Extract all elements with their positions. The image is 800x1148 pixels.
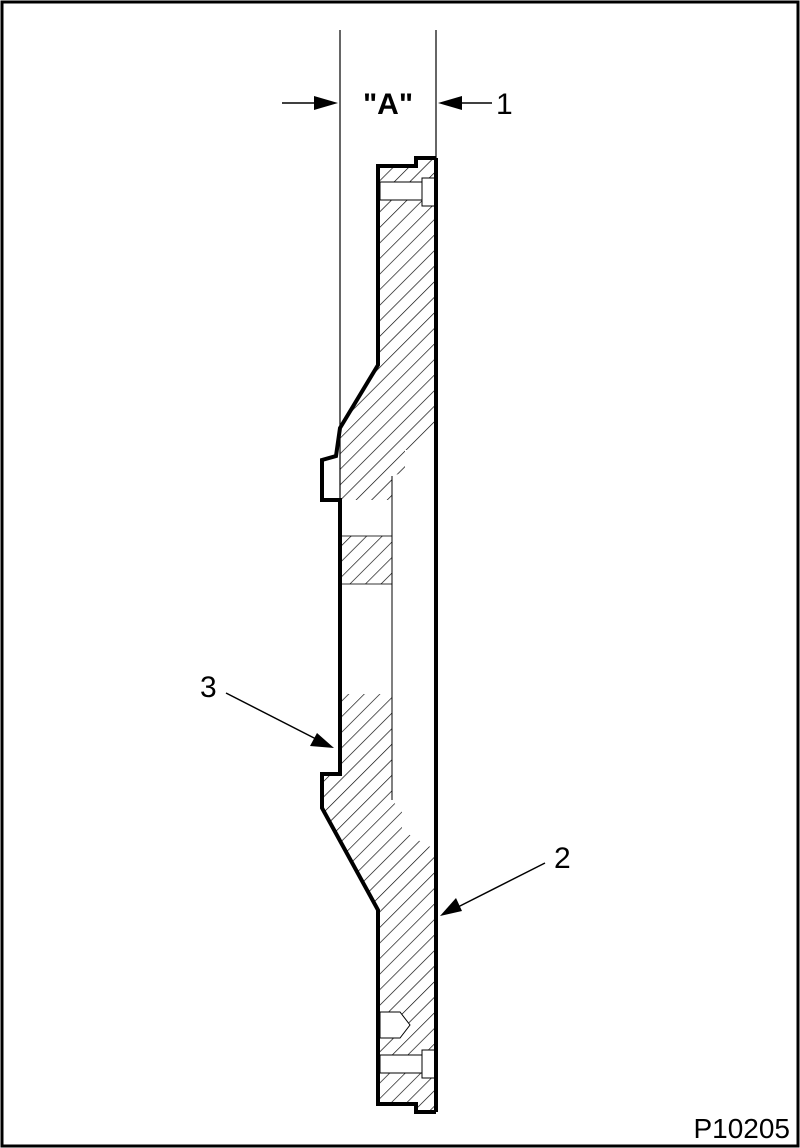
callout-3: 3	[200, 671, 217, 704]
dimension-label: "A"	[363, 88, 413, 121]
callout-3-leader	[225, 692, 334, 748]
figure-code: P10205	[693, 1113, 790, 1144]
lower-bolt-hole	[379, 1054, 423, 1074]
callout-2: 2	[554, 842, 571, 875]
lower-section-hatch	[322, 694, 436, 1112]
upper-section-hatch	[340, 158, 436, 500]
upper-bolt-head-recess	[421, 177, 437, 207]
callout-2-leader	[440, 862, 546, 916]
upper-bolt-hole	[379, 181, 423, 201]
lower-bolt-head-recess	[421, 1049, 437, 1079]
plate-outer-contour	[320, 156, 436, 1114]
callout-1: 1	[496, 88, 513, 121]
middle-section-hatch	[339, 535, 393, 585]
dimension-arrow-left	[282, 96, 338, 110]
dimension-arrow-right	[438, 96, 492, 110]
